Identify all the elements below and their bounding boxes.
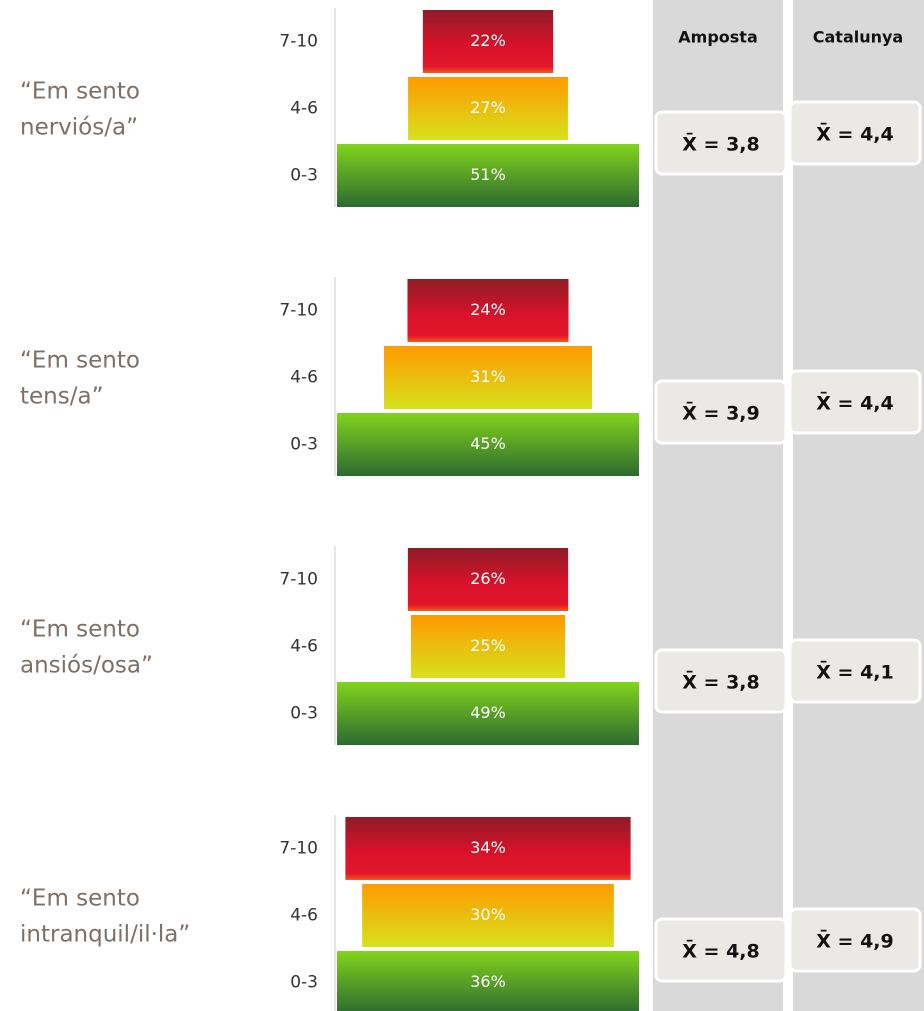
value-label: 49% xyxy=(470,703,506,722)
mean-box xyxy=(788,907,922,973)
bar xyxy=(337,951,639,1011)
chart-title: ansiós/osa” xyxy=(20,653,153,679)
bar xyxy=(422,10,554,73)
mean-label: X̄ = 4,4 xyxy=(816,391,893,414)
value-label: 24% xyxy=(470,300,506,319)
chart-title: “Em sento xyxy=(20,617,140,643)
category-label: 7-10 xyxy=(279,839,318,859)
value-label: 30% xyxy=(470,905,506,924)
value-label: 51% xyxy=(470,165,506,184)
category-label: 4-6 xyxy=(290,637,318,657)
bar xyxy=(408,77,568,140)
bar xyxy=(362,884,614,947)
value-label: 26% xyxy=(470,569,506,588)
mean-box xyxy=(788,369,922,435)
mean-label: X̄ = 4,4 xyxy=(816,122,893,145)
mean-box xyxy=(788,638,922,704)
bar xyxy=(337,144,639,207)
chart-title: “Em sento xyxy=(20,886,140,912)
mean-label: X̄ = 4,9 xyxy=(816,929,893,952)
chart-title: tens/a” xyxy=(20,384,104,410)
column-header: Amposta xyxy=(678,28,757,47)
bar xyxy=(337,413,639,476)
category-label: 4-6 xyxy=(290,368,318,388)
bar xyxy=(407,279,569,342)
value-label: 36% xyxy=(470,972,506,991)
column-bg xyxy=(793,0,924,1011)
value-label: 22% xyxy=(470,31,506,50)
mean-label: X̄ = 4,1 xyxy=(816,660,893,683)
column-header: Catalunya xyxy=(813,28,903,47)
mean-label: X̄ = 3,8 xyxy=(682,132,759,155)
mean-box xyxy=(788,100,922,166)
mean-box xyxy=(654,917,788,983)
value-label: 31% xyxy=(470,367,506,386)
category-label: 4-6 xyxy=(290,99,318,119)
bar xyxy=(345,817,631,880)
bar xyxy=(337,682,639,745)
chart-title: “Em sento xyxy=(20,348,140,374)
chart-title: “Em sento xyxy=(20,79,140,105)
chart-title: nerviós/a” xyxy=(20,115,138,141)
category-label: 7-10 xyxy=(279,570,318,590)
chart-title: intranquil/il·la” xyxy=(20,922,190,948)
mean-label: X̄ = 4,8 xyxy=(682,939,759,962)
category-label: 7-10 xyxy=(279,32,318,52)
category-label: 4-6 xyxy=(290,906,318,926)
value-label: 25% xyxy=(470,636,506,655)
value-label: 45% xyxy=(470,434,506,453)
category-label: 0-3 xyxy=(290,973,318,993)
bar xyxy=(383,346,593,409)
mean-box xyxy=(654,110,788,176)
mean-box xyxy=(654,379,788,445)
mean-label: X̄ = 3,8 xyxy=(682,670,759,693)
bar xyxy=(407,548,569,611)
category-label: 0-3 xyxy=(290,166,318,186)
category-label: 7-10 xyxy=(279,301,318,321)
value-label: 27% xyxy=(470,98,506,117)
category-label: 0-3 xyxy=(290,435,318,455)
bar xyxy=(410,615,566,678)
mean-box xyxy=(654,648,788,714)
category-label: 0-3 xyxy=(290,704,318,724)
mean-label: X̄ = 3,9 xyxy=(682,401,759,424)
value-label: 34% xyxy=(470,838,506,857)
